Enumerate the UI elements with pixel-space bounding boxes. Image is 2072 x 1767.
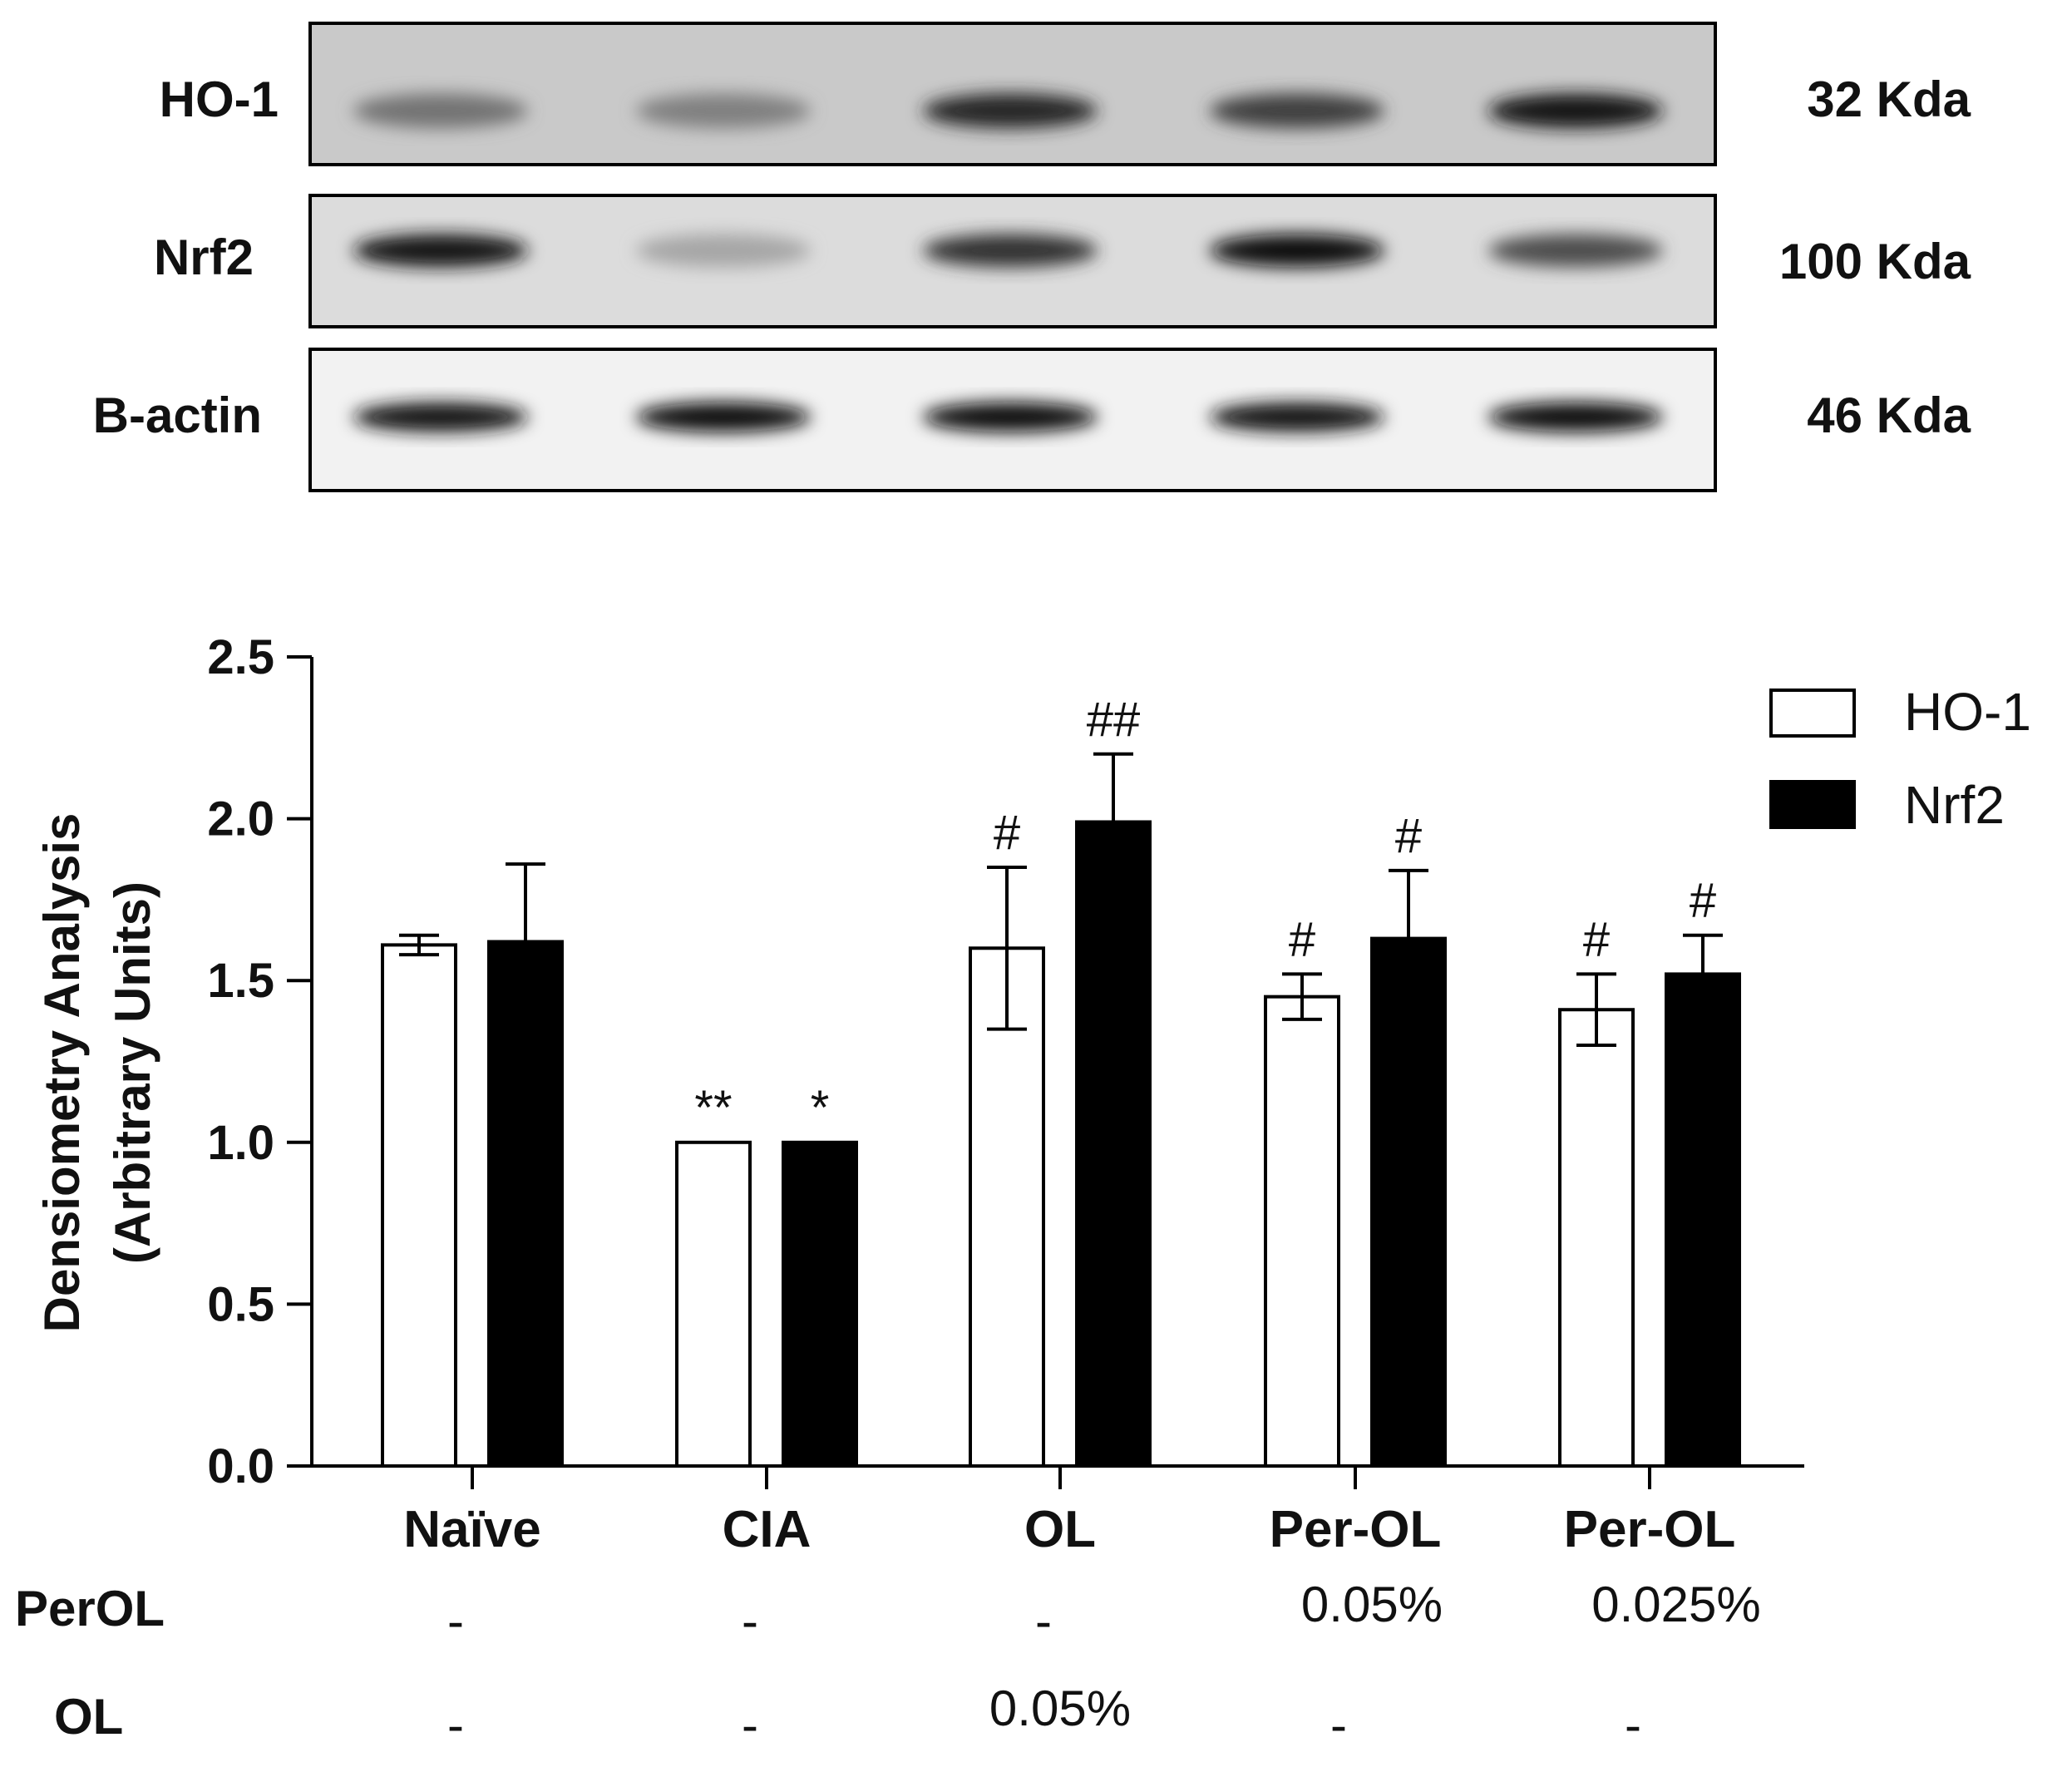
blot-strip-2 xyxy=(308,348,1717,492)
treatment-value: - xyxy=(1035,1593,1052,1649)
treatment-value: - xyxy=(742,1697,758,1753)
blot-band xyxy=(1488,93,1663,129)
error-bar xyxy=(1282,972,1322,1021)
treatment-value: - xyxy=(447,1697,464,1753)
blot-band xyxy=(1488,402,1663,432)
legend-swatch-nrf2 xyxy=(1769,780,1856,829)
treatment-value: - xyxy=(1625,1697,1641,1753)
treatment-value: 0.025% xyxy=(1591,1577,1761,1632)
western-blot-panel: HO-1 Nrf2 B-actin 32 Kda 100 Kda 46 Kda xyxy=(93,22,1971,492)
y-tick-label: 2.0 xyxy=(207,792,274,846)
blot-strips xyxy=(308,22,1717,492)
blot-band xyxy=(353,93,528,129)
significance-marker: # xyxy=(994,806,1020,860)
bar-ho1 xyxy=(381,943,457,1468)
x-tick-label: CIA xyxy=(723,1501,812,1558)
blot-band xyxy=(923,234,1098,268)
treatment-value: - xyxy=(447,1593,464,1649)
blot-row-label-bactin: B-actin xyxy=(93,387,262,443)
error-bar xyxy=(1093,752,1133,822)
bar-ho1 xyxy=(1558,1008,1635,1468)
significance-marker: # xyxy=(1289,912,1315,966)
error-bar xyxy=(506,862,545,942)
blot-band xyxy=(923,93,1098,129)
x-tick-label: Per-OL xyxy=(1564,1501,1736,1558)
legend: HO-1 Nrf2 xyxy=(1769,682,2031,835)
legend-label-nrf2: Nrf2 xyxy=(1904,775,2005,835)
treatment-row-label-perol: PerOL xyxy=(15,1581,165,1636)
error-bar xyxy=(1389,868,1428,939)
treatment-value: 0.05% xyxy=(989,1681,1131,1736)
x-tick-label: OL xyxy=(1024,1501,1096,1558)
bar-ho1 xyxy=(1264,995,1340,1468)
bars: ** *####### xyxy=(381,693,1741,1468)
treatment-value: - xyxy=(742,1593,758,1649)
category-labels: Naïve CIA OL Per-OL Per-OL xyxy=(403,1501,1735,1558)
blot-weight-bactin: 46 Kda xyxy=(1807,387,1971,443)
y-tick-label: 1.0 xyxy=(207,1116,274,1170)
blot-band xyxy=(636,402,811,432)
y-tick-label: 2.5 xyxy=(207,630,274,684)
error-bar xyxy=(399,933,439,957)
x-axis xyxy=(312,1464,1804,1489)
blot-band xyxy=(1210,234,1384,268)
significance-marker: # xyxy=(1690,874,1716,928)
bar-nrf2 xyxy=(1370,936,1447,1468)
significance-marker: ** xyxy=(694,1081,732,1135)
blot-strip-1 xyxy=(308,194,1717,328)
bar-nrf2 xyxy=(487,940,564,1468)
error-bar xyxy=(1683,933,1723,975)
treatment-value: - xyxy=(1330,1697,1347,1753)
bar-nrf2 xyxy=(782,1140,858,1468)
blot-band xyxy=(353,234,528,268)
significance-marker: ## xyxy=(1087,693,1141,747)
significance-marker: # xyxy=(1395,809,1422,863)
y-axis: 0.0 0.5 1.0 1.5 2.0 2.5 xyxy=(207,630,313,1493)
legend-label-ho1: HO-1 xyxy=(1904,682,2031,742)
y-tick-label: 0.5 xyxy=(207,1277,274,1331)
blot-band xyxy=(636,93,811,129)
blot-weight-ho1: 32 Kda xyxy=(1807,72,1971,127)
blot-band xyxy=(636,234,811,268)
blot-weight-nrf2: 100 Kda xyxy=(1779,234,1971,289)
blot-row-label-nrf2: Nrf2 xyxy=(154,230,254,285)
error-bar xyxy=(987,865,1027,1031)
significance-marker: # xyxy=(1583,912,1610,966)
bar-chart: 0.00.51.01.52.02.5 ** *####### Naïve CIA OL… xyxy=(34,630,2031,1558)
blot-row-label-ho1: HO-1 xyxy=(160,72,279,127)
bar-nrf2 xyxy=(1075,820,1152,1468)
error-bar xyxy=(1576,972,1616,1048)
blot-band xyxy=(1210,93,1384,129)
significance-marker: * xyxy=(811,1081,830,1135)
bar-nrf2 xyxy=(1665,972,1741,1468)
x-tick-label: Per-OL xyxy=(1270,1501,1442,1558)
y-axis-label-line2: (Arbitrary Units) xyxy=(105,881,160,1264)
blot-strip-0 xyxy=(308,22,1717,166)
x-tick-label: Naïve xyxy=(403,1501,540,1558)
blot-band xyxy=(353,402,528,432)
y-tick-label: 1.5 xyxy=(207,954,274,1008)
y-tick-label: 0.0 xyxy=(207,1439,274,1493)
treatment-value: 0.05% xyxy=(1301,1577,1443,1632)
y-axis-label-line1: Densiometry Analysis xyxy=(34,813,90,1333)
blot-band xyxy=(1488,234,1663,268)
treatment-values: - - - 0.05% 0.025% - - 0.05% - - xyxy=(447,1577,1761,1753)
bar-ho1 xyxy=(675,1140,752,1468)
treatment-table: PerOL OL - - - 0.05% 0.025% - - 0.05% - - xyxy=(15,1577,1761,1753)
treatment-row-label-ol: OL xyxy=(54,1689,123,1745)
blot-band xyxy=(923,402,1098,432)
blot-band xyxy=(1210,402,1384,432)
legend-swatch-ho1 xyxy=(1769,689,1856,738)
